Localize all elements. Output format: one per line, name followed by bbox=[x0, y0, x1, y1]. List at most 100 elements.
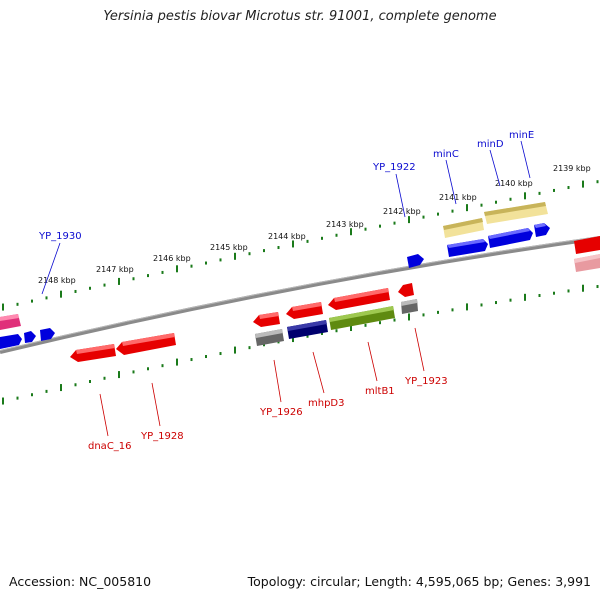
scale-major-tick bbox=[234, 252, 236, 260]
gene-mhpd3-upper[interactable] bbox=[286, 302, 323, 319]
scale-minor-tick bbox=[74, 383, 77, 387]
gene-mhpd3[interactable] bbox=[287, 320, 328, 339]
scale-minor-tick bbox=[451, 308, 454, 312]
label-minc[interactable]: minC bbox=[433, 149, 459, 160]
tick-label-2144: 2144 kbp bbox=[268, 232, 306, 241]
scale-major-tick bbox=[350, 228, 352, 236]
label-mltb1[interactable]: mltB1 bbox=[365, 386, 395, 397]
scale-minor-tick bbox=[31, 299, 33, 303]
gene-mind-outer[interactable] bbox=[443, 218, 484, 238]
scale-minor-tick bbox=[219, 258, 222, 262]
tick-label-2139: 2139 kbp bbox=[553, 164, 591, 173]
label-yp1922[interactable]: YP_1922 bbox=[372, 162, 416, 173]
gene-mltb1-upper[interactable] bbox=[328, 288, 390, 310]
scale-major-tick bbox=[118, 277, 120, 285]
gene-yp1922[interactable] bbox=[407, 254, 424, 268]
tick-label-2148: 2148 kbp bbox=[38, 276, 76, 285]
gene-yp1926[interactable] bbox=[255, 329, 284, 346]
scale-minor-tick bbox=[495, 301, 497, 305]
scale-minor-tick bbox=[147, 367, 149, 371]
leader-yp1923 bbox=[414, 327, 425, 372]
gene-left-blue-3[interactable] bbox=[0, 334, 22, 349]
genome-backbone bbox=[0, 236, 600, 354]
scale-minor-tick bbox=[45, 296, 48, 300]
scale-minor-tick bbox=[263, 343, 265, 347]
gene-right-pink[interactable] bbox=[574, 254, 600, 272]
scale-minor-tick bbox=[509, 197, 512, 201]
scale-major-tick bbox=[350, 324, 352, 332]
tick-label-2142: 2142 kbp bbox=[383, 207, 421, 216]
scale-minor-tick bbox=[538, 293, 541, 297]
outer-scale-ring bbox=[2, 180, 599, 311]
scale-minor-tick bbox=[321, 331, 323, 335]
scale-minor-tick bbox=[596, 285, 599, 289]
scale-minor-tick bbox=[277, 246, 280, 250]
scale-major-tick bbox=[118, 371, 120, 379]
scale-minor-tick bbox=[161, 364, 164, 368]
gene-yp1928[interactable] bbox=[116, 333, 176, 355]
scale-major-tick bbox=[60, 290, 62, 298]
tick-label-2145: 2145 kbp bbox=[210, 243, 248, 252]
gene-left-blue-2[interactable] bbox=[24, 331, 36, 343]
scale-minor-tick bbox=[132, 370, 135, 374]
scale-minor-tick bbox=[89, 380, 91, 384]
scale-minor-tick bbox=[553, 291, 555, 295]
leader-mine bbox=[520, 140, 531, 179]
gene-dnac16[interactable] bbox=[70, 344, 116, 362]
scale-minor-tick bbox=[393, 221, 396, 225]
label-yp1928[interactable]: YP_1928 bbox=[140, 431, 184, 442]
scale-minor-tick bbox=[567, 289, 570, 293]
gene-mine[interactable] bbox=[534, 223, 550, 237]
scale-major-tick bbox=[524, 293, 526, 301]
scale-minor-tick bbox=[132, 277, 135, 281]
scale-minor-tick bbox=[364, 323, 367, 327]
scale-minor-tick bbox=[190, 358, 193, 362]
gene-minc[interactable] bbox=[447, 239, 488, 257]
leader-minc bbox=[445, 159, 457, 205]
scale-minor-tick bbox=[480, 203, 483, 207]
scale-minor-tick bbox=[103, 376, 106, 380]
scale-minor-tick bbox=[248, 252, 251, 256]
scale-minor-tick bbox=[437, 310, 439, 314]
tick-label-2147: 2147 kbp bbox=[96, 265, 134, 274]
gene-left-blue-1[interactable] bbox=[40, 328, 55, 341]
gene-yp1923[interactable] bbox=[401, 299, 418, 314]
leader-yp1922 bbox=[395, 173, 406, 218]
label-mind[interactable]: minD bbox=[477, 139, 504, 150]
leader-mltb1 bbox=[367, 341, 378, 382]
label-mine[interactable]: minE bbox=[509, 130, 534, 141]
scale-major-tick bbox=[292, 240, 294, 248]
scale-minor-tick bbox=[480, 303, 483, 307]
gene-mind[interactable] bbox=[488, 228, 533, 248]
leader-mind bbox=[489, 149, 501, 187]
leader-yp1928 bbox=[151, 382, 161, 427]
gene-mine-outer[interactable] bbox=[484, 202, 548, 224]
scale-minor-tick bbox=[306, 239, 309, 243]
label-yp1930[interactable]: YP_1930 bbox=[38, 231, 82, 242]
scale-minor-tick bbox=[306, 334, 309, 338]
gene-left-magenta[interactable] bbox=[0, 314, 21, 330]
tick-label-2141: 2141 kbp bbox=[439, 193, 477, 202]
tick-label-2143: 2143 kbp bbox=[326, 220, 364, 229]
label-dnac16[interactable]: dnaC_16 bbox=[88, 441, 132, 452]
tick-label-2140: 2140 kbp bbox=[495, 179, 533, 188]
gene-right-red-top[interactable] bbox=[574, 236, 600, 254]
scale-minor-tick bbox=[364, 227, 367, 231]
label-mhpd3[interactable]: mhpD3 bbox=[308, 398, 345, 409]
scale-minor-tick bbox=[422, 215, 425, 219]
scale-minor-tick bbox=[16, 396, 19, 400]
gene-yp1926-upper[interactable] bbox=[253, 312, 280, 327]
gene-mltb1[interactable] bbox=[329, 306, 395, 330]
gene-yp1923-upper[interactable] bbox=[398, 283, 414, 297]
scale-minor-tick bbox=[45, 389, 48, 393]
label-yp1926[interactable]: YP_1926 bbox=[259, 407, 303, 418]
scale-minor-tick bbox=[437, 212, 439, 216]
scale-major-tick bbox=[466, 303, 468, 311]
scale-minor-tick bbox=[219, 352, 222, 356]
scale-minor-tick bbox=[248, 346, 251, 350]
label-yp1923[interactable]: YP_1923 bbox=[404, 376, 448, 387]
scale-major-tick bbox=[582, 284, 584, 292]
scale-minor-tick bbox=[335, 329, 338, 333]
scale-minor-tick bbox=[451, 209, 454, 213]
